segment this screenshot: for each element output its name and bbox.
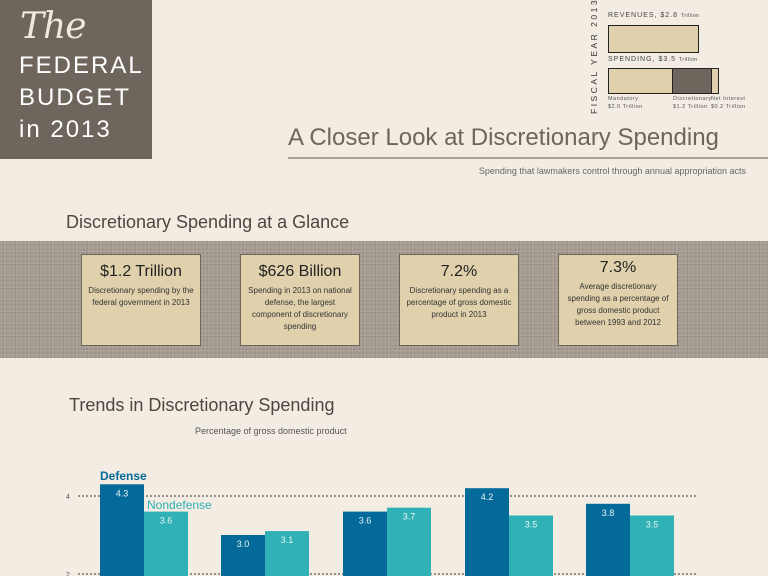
stat-desc: Discretionary spending as a percentage o… <box>406 286 512 319</box>
trends-heading: Trends in Discretionary Spending <box>69 395 335 415</box>
title-the: The <box>20 6 87 47</box>
title-divider <box>288 157 768 159</box>
stat-card: $1.2 Trillion Discretionary spending by t… <box>81 254 201 346</box>
stat-card: 7.2% Discretionary spending as a percenta… <box>399 254 519 346</box>
stat-desc: Average discretionary spending as a perc… <box>567 282 669 327</box>
discretionary-legend: Discretionary $1.2 Trillion <box>673 96 712 110</box>
bar-nondefense <box>509 515 553 576</box>
stat-desc: Spending in 2013 on national defense, th… <box>248 286 352 331</box>
title-line-2: BUDGET <box>19 84 132 111</box>
bar-value-label: 3.5 <box>525 520 538 530</box>
fiscal-year-summary: FISCAL YEAR 2013 REVENUES, $2.8 Trillion… <box>589 0 768 118</box>
glance-heading: Discretionary Spending at a Glance <box>66 212 350 232</box>
bar-nondefense <box>265 531 309 576</box>
revenues-bar <box>608 25 699 53</box>
bar-value-label: 3.6 <box>359 516 372 526</box>
bar-value-label: 3.5 <box>646 520 659 530</box>
chart-subheading: Percentage of gross domestic product <box>195 426 347 436</box>
legend-nondefense: Nondefense <box>147 498 212 512</box>
bar-defense <box>465 488 509 576</box>
bar-value-label: 3.6 <box>160 516 173 526</box>
stat-desc: Discretionary spending by the federal go… <box>88 286 194 307</box>
title-line-1: FEDERAL <box>19 52 144 79</box>
spending-unit: Trillion <box>679 57 698 63</box>
y-tick-label: 2 <box>66 572 70 576</box>
stat-value: $626 Billion <box>258 263 342 280</box>
bar-value-label: 3.8 <box>602 508 615 518</box>
stat-card: $626 Billion Spending in 2013 on national… <box>240 254 360 346</box>
bar-value-label: 3.7 <box>403 512 416 522</box>
bar-defense <box>221 535 265 576</box>
bar-nondefense <box>144 511 188 576</box>
bar-value-label: 4.3 <box>116 488 129 498</box>
stat-value: 7.2% <box>440 263 478 280</box>
stat-value: $1.2 Trillion <box>100 263 182 280</box>
net-interest-legend: Net Interest $0.2 Trillion <box>711 96 746 110</box>
y-tick-label: 4 <box>66 494 70 501</box>
bar-value-label: 3.1 <box>281 535 294 545</box>
bar-nondefense <box>387 507 431 576</box>
spending-label: SPENDING, $3.5 Trillion <box>608 56 698 63</box>
discretionary-bar <box>672 68 712 94</box>
title-line-3: in 2013 <box>19 116 112 143</box>
bar-nondefense <box>630 515 674 576</box>
mandatory-bar <box>608 68 673 94</box>
stat-value: 7.3% <box>599 259 637 276</box>
revenues-value: REVENUES, $2.8 <box>608 12 679 19</box>
page-title: A Closer Look at Discretionary Spending <box>288 124 719 151</box>
revenues-label: REVENUES, $2.8 Trillion <box>608 12 700 19</box>
title-block: The FEDERAL BUDGET in 2013 <box>0 0 152 159</box>
stat-card: 7.3% Average discretionary spending as a … <box>558 254 678 346</box>
bar-defense <box>586 503 630 576</box>
revenues-unit: Trillion <box>680 13 700 19</box>
spending-value: SPENDING, $3.5 <box>608 56 677 63</box>
bar-value-label: 3.0 <box>237 539 250 549</box>
legend-defense: Defense <box>100 469 147 483</box>
bar-defense <box>343 511 387 576</box>
mandatory-legend: Mandatory $2.0 Trillion <box>608 96 643 110</box>
net-interest-bar <box>711 68 719 94</box>
bar-value-label: 4.2 <box>481 492 494 502</box>
page-subtitle: Spending that lawmakers control through … <box>478 166 746 176</box>
bar-defense <box>100 484 144 576</box>
